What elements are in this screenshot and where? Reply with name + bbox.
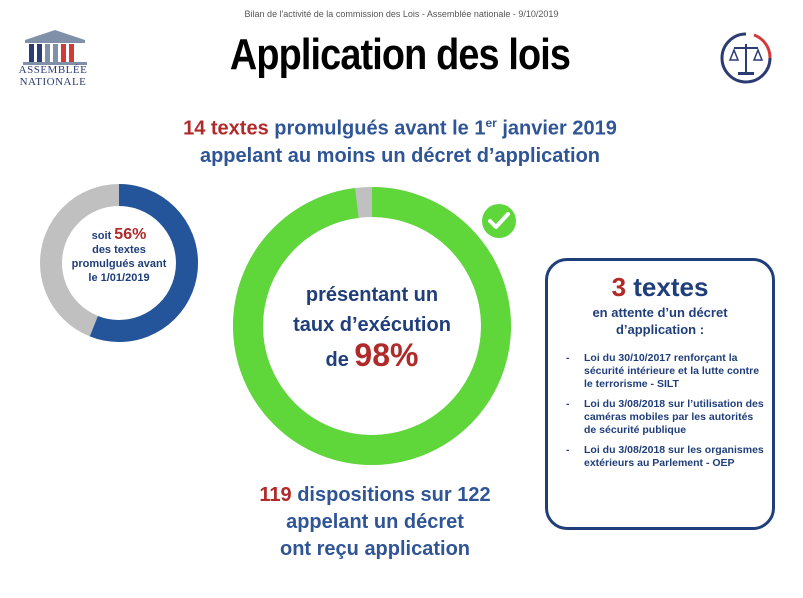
- logo-line1: ASSEMBLÉE: [18, 64, 88, 76]
- big-line1: présentant un: [305, 284, 439, 306]
- assemblee-nationale-logo: [23, 30, 87, 65]
- list-item: Loi du 3/08/2018 sur les organismes exté…: [556, 444, 764, 470]
- logo-line2: NATIONALE: [19, 76, 87, 88]
- scales-of-justice-icon: [720, 32, 772, 84]
- left-donut-line3: promulgués avant: [71, 258, 167, 270]
- list-item: Loi du 3/08/2018 sur l’utilisation des c…: [556, 398, 764, 437]
- left-donut-line2: des textes: [92, 244, 146, 256]
- left-donut-chart: [40, 184, 198, 342]
- pending-count: 3: [611, 272, 627, 302]
- pending-title: 3 textes: [548, 272, 772, 303]
- pending-sub-line1: en attente d’un décret: [592, 305, 728, 320]
- dispositions-summary: 119 dispositions sur 122 appelant un déc…: [200, 482, 550, 563]
- pending-law-list: Loi du 30/10/2017 renforçant la sécurité…: [556, 352, 764, 477]
- left-donut-label: soit 56% des textes promulgués avant le …: [58, 226, 180, 285]
- left-donut-percent: 56%: [114, 226, 147, 243]
- dispositions-count: 119: [259, 484, 292, 506]
- dispositions-line1-text: dispositions sur 122: [291, 484, 491, 506]
- intro-line2: appelant au moins un décret d’applicatio…: [199, 144, 601, 167]
- dispositions-line1: 119 dispositions sur 122: [200, 482, 550, 509]
- intro-line1-text: promulgués avant le 1: [268, 117, 486, 140]
- left-donut-line1: soit 56%: [58, 226, 180, 243]
- page-title: Application des lois: [229, 30, 571, 79]
- pending-title-text: textes: [626, 272, 709, 302]
- list-item: Loi du 30/10/2017 renforçant la sécurité…: [556, 352, 764, 391]
- big-donut-filled: [233, 187, 511, 465]
- left-donut-line4: le 1/01/2019: [88, 272, 150, 284]
- pending-sub-line2: d’application :: [615, 322, 705, 337]
- big-line2: taux d’exécution: [293, 314, 451, 336]
- intro-line1: 14 textes promulgués avant le 1er janvie…: [100, 110, 700, 143]
- logo-wordmark: ASSEMBLÉE NATIONALE: [8, 64, 98, 88]
- dispositions-line2: appelant un décret: [286, 511, 464, 533]
- pending-texts-box: [545, 258, 775, 530]
- intro-count: 14 textes: [183, 117, 269, 140]
- intro-summary: 14 textes promulgués avant le 1er janvie…: [100, 110, 700, 170]
- left-donut-filled: [40, 184, 198, 342]
- left-donut-prefix: soit: [91, 230, 115, 242]
- big-line3: de 98%: [262, 337, 482, 375]
- execution-rate-donut: [233, 187, 511, 465]
- dispositions-line3: ont reçu application: [279, 538, 471, 560]
- check-circle-icon: [482, 204, 516, 238]
- big-prefix: de: [325, 349, 355, 371]
- big-percent: 98%: [354, 337, 419, 373]
- pending-subtitle: en attente d’un décret d’application :: [548, 304, 772, 338]
- execution-rate-label: présentant un taux d’exécution de 98%: [262, 280, 482, 375]
- intro-superscript: er: [485, 116, 497, 130]
- intro-line1-end: janvier 2019: [496, 117, 617, 140]
- header-note: Bilan de l'activité de la commission des…: [244, 9, 559, 19]
